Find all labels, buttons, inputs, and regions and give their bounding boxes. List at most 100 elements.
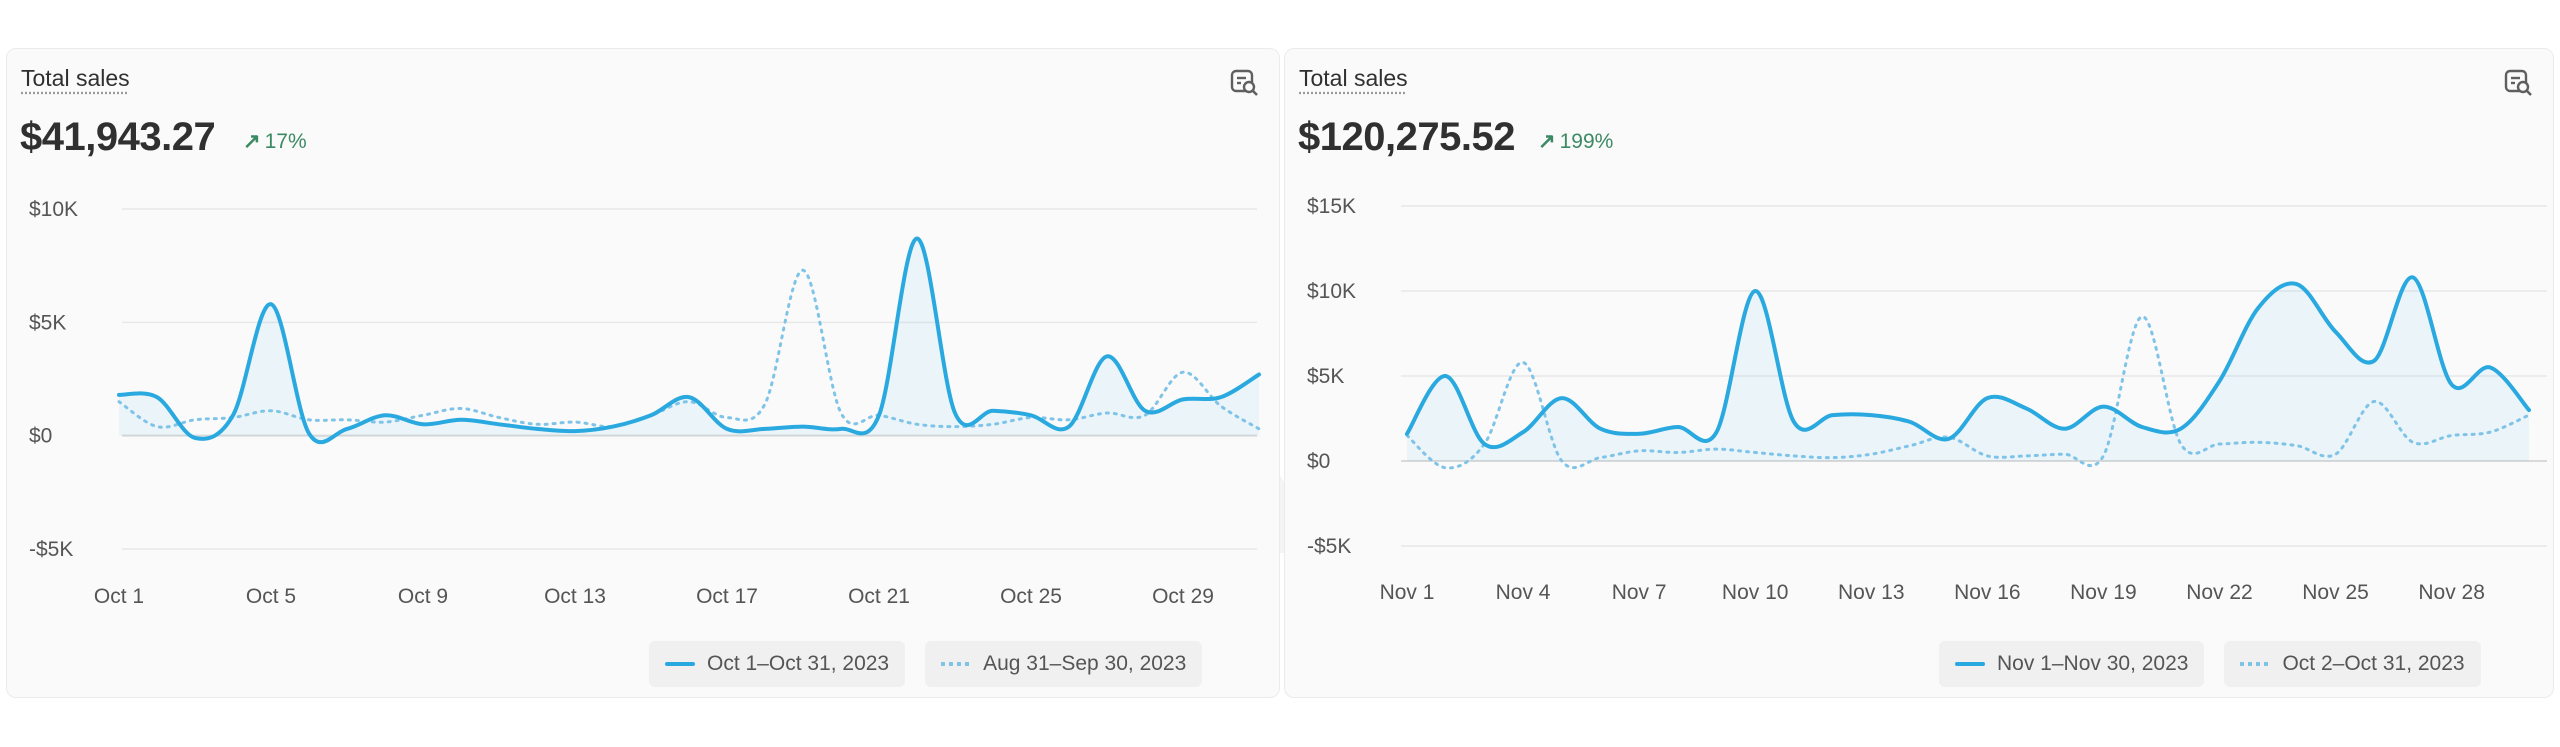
current-data-point[interactable]	[1981, 392, 1993, 404]
current-data-point[interactable]	[1711, 426, 1723, 438]
current-data-point[interactable]	[2175, 423, 2187, 435]
current-data-point[interactable]	[1440, 370, 1452, 382]
comparison-data-point[interactable]	[1788, 450, 1800, 462]
current-data-point[interactable]	[1865, 409, 1877, 421]
current-data-point[interactable]	[2059, 423, 2071, 435]
comparison-data-point[interactable]	[987, 418, 999, 430]
comparison-data-point[interactable]	[2407, 436, 2419, 448]
comparison-series-line[interactable]	[117, 268, 1261, 431]
comparison-data-point[interactable]	[2175, 438, 2187, 450]
comparison-data-point[interactable]	[797, 264, 809, 276]
current-data-point[interactable]	[2252, 302, 2264, 314]
current-data-point[interactable]	[189, 432, 201, 444]
current-data-point[interactable]	[721, 423, 733, 435]
comparison-data-point[interactable]	[2330, 448, 2342, 460]
current-data-point[interactable]	[1633, 428, 1645, 440]
current-data-point[interactable]	[1253, 368, 1265, 380]
current-series-line[interactable]	[1405, 275, 2531, 450]
comparison-data-point[interactable]	[1063, 414, 1075, 426]
current-data-point[interactable]	[987, 405, 999, 417]
comparison-data-point[interactable]	[1177, 366, 1189, 378]
legend-comparison-period[interactable]: Oct 2–Oct 31, 2023	[2224, 641, 2481, 687]
comparison-data-point[interactable]	[1827, 452, 1839, 464]
current-data-point[interactable]	[2020, 402, 2032, 414]
comparison-data-point[interactable]	[265, 405, 277, 417]
comparison-data-point[interactable]	[151, 421, 163, 433]
current-data-point[interactable]	[949, 407, 961, 419]
comparison-data-point[interactable]	[2291, 440, 2303, 452]
comparison-data-point[interactable]	[911, 418, 923, 430]
comparison-data-point[interactable]	[1401, 430, 1413, 442]
comparison-data-point[interactable]	[1101, 407, 1113, 419]
comparison-series-line[interactable]	[1405, 315, 2531, 470]
current-data-point[interactable]	[911, 232, 923, 244]
comparison-data-point[interactable]	[835, 407, 847, 419]
comparison-data-point[interactable]	[721, 412, 733, 424]
current-data-point[interactable]	[1177, 393, 1189, 405]
card-title[interactable]: Total sales	[1299, 65, 1408, 91]
chart-search-icon[interactable]	[2503, 67, 2533, 97]
current-data-point[interactable]	[1517, 426, 1529, 438]
comparison-data-point[interactable]	[2523, 409, 2535, 421]
comparison-data-point[interactable]	[607, 421, 619, 433]
current-data-point[interactable]	[1101, 350, 1113, 362]
comparison-data-point[interactable]	[2446, 430, 2458, 442]
comparison-data-point[interactable]	[1215, 400, 1227, 412]
current-data-point[interactable]	[1749, 285, 1761, 297]
current-data-point[interactable]	[2291, 278, 2303, 290]
comparison-data-point[interactable]	[2059, 448, 2071, 460]
current-data-point[interactable]	[455, 414, 467, 426]
current-data-point[interactable]	[303, 427, 315, 439]
comparison-data-point[interactable]	[1594, 452, 1606, 464]
current-data-point[interactable]	[1594, 423, 1606, 435]
comparison-data-point[interactable]	[227, 412, 239, 424]
comparison-data-point[interactable]	[1672, 447, 1684, 459]
comparison-data-point[interactable]	[2484, 426, 2496, 438]
comparison-data-point[interactable]	[1440, 462, 1452, 474]
comparison-data-point[interactable]	[2097, 450, 2109, 462]
comparison-data-point[interactable]	[2020, 450, 2032, 462]
current-data-point[interactable]	[2213, 375, 2225, 387]
comparison-data-point[interactable]	[1943, 431, 1955, 443]
comparison-data-point[interactable]	[341, 414, 353, 426]
comparison-data-point[interactable]	[2368, 396, 2380, 408]
comparison-data-point[interactable]	[1556, 455, 1568, 467]
comparison-data-point[interactable]	[113, 396, 125, 408]
comparison-data-point[interactable]	[303, 414, 315, 426]
current-data-point[interactable]	[2484, 362, 2496, 374]
comparison-data-point[interactable]	[1517, 356, 1529, 368]
current-data-point[interactable]	[1556, 392, 1568, 404]
comparison-data-point[interactable]	[1981, 450, 1993, 462]
current-data-point[interactable]	[2097, 401, 2109, 413]
comparison-data-point[interactable]	[1633, 445, 1645, 457]
comparison-data-point[interactable]	[683, 396, 695, 408]
current-data-point[interactable]	[265, 298, 277, 310]
current-data-point[interactable]	[2136, 421, 2148, 433]
comparison-data-point[interactable]	[949, 421, 961, 433]
comparison-data-point[interactable]	[2252, 436, 2264, 448]
current-data-point[interactable]	[1672, 421, 1684, 433]
comparison-data-point[interactable]	[455, 402, 467, 414]
comparison-data-point[interactable]	[873, 409, 885, 421]
comparison-data-point[interactable]	[1904, 440, 1916, 452]
current-data-point[interactable]	[151, 391, 163, 403]
chart-search-icon[interactable]	[1229, 67, 1259, 97]
comparison-data-point[interactable]	[2213, 438, 2225, 450]
comparison-data-point[interactable]	[531, 418, 543, 430]
comparison-data-point[interactable]	[1253, 423, 1265, 435]
comparison-data-point[interactable]	[569, 416, 581, 428]
current-series-line[interactable]	[117, 236, 1261, 444]
comparison-data-point[interactable]	[1025, 412, 1037, 424]
current-data-point[interactable]	[2368, 355, 2380, 367]
comparison-data-point[interactable]	[1865, 448, 1877, 460]
current-data-point[interactable]	[759, 423, 771, 435]
comparison-data-point[interactable]	[493, 412, 505, 424]
legend-current-period[interactable]: Oct 1–Oct 31, 2023	[649, 641, 906, 687]
comparison-data-point[interactable]	[1139, 409, 1151, 421]
comparison-data-point[interactable]	[189, 414, 201, 426]
card-title[interactable]: Total sales	[21, 65, 130, 91]
current-data-point[interactable]	[835, 423, 847, 435]
comparison-data-point[interactable]	[1711, 443, 1723, 455]
comparison-data-point[interactable]	[645, 409, 657, 421]
current-data-point[interactable]	[1788, 416, 1800, 428]
